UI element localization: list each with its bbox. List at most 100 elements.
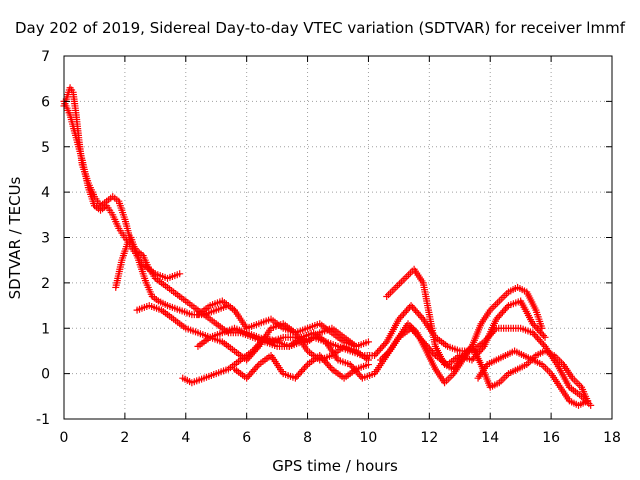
data-point: [302, 362, 310, 370]
data-point: [401, 308, 409, 316]
data-point: [385, 291, 393, 299]
data-point: [403, 273, 411, 281]
data-point: [395, 280, 403, 288]
data-point: [540, 341, 547, 349]
data-point: [317, 353, 325, 361]
data-point: [247, 369, 255, 377]
data-point: [325, 362, 333, 370]
data-point: [574, 380, 582, 388]
data-point: [396, 313, 404, 321]
data-point: [348, 362, 356, 370]
data-point: [357, 372, 365, 380]
data-point: [297, 367, 305, 375]
data-point: [326, 363, 334, 371]
data-point: [532, 332, 540, 340]
data-point: [249, 349, 257, 357]
data-point: [346, 361, 354, 369]
data-point: [501, 305, 509, 313]
data-point: [319, 355, 327, 363]
data-point: [479, 344, 487, 352]
data-point: [374, 348, 382, 356]
y-tick-label: -1: [36, 412, 50, 428]
data-point: [536, 328, 544, 336]
data-point: [498, 308, 506, 316]
data-point: [488, 304, 496, 312]
data-point: [252, 364, 260, 372]
data-point: [253, 344, 261, 352]
data-point: [413, 308, 421, 316]
data-point: [291, 374, 299, 382]
data-point: [540, 332, 547, 340]
x-tick-label: 14: [481, 430, 499, 446]
data-point: [383, 292, 391, 300]
data-point: [316, 351, 324, 359]
data-point: [397, 278, 405, 286]
data-point: [587, 401, 595, 409]
y-tick-label: 1: [41, 321, 50, 337]
data-point: [490, 302, 498, 310]
data-point: [444, 375, 452, 383]
data-point: [405, 271, 413, 279]
data-point: [409, 303, 417, 311]
data-point: [249, 367, 257, 375]
x-axis-label: GPS time / hours: [272, 457, 398, 475]
data-point: [398, 312, 406, 320]
data-point: [529, 329, 537, 337]
data-point: [495, 297, 503, 305]
data-point: [253, 362, 261, 370]
data-point: [364, 338, 372, 346]
y-tick-label: 5: [41, 140, 50, 156]
data-point: [497, 295, 505, 303]
data-point: [545, 368, 553, 376]
data-point: [301, 364, 309, 372]
data-point: [252, 346, 260, 354]
data-point: [530, 321, 538, 329]
data-point: [572, 378, 580, 386]
data-point: [247, 351, 255, 359]
data-point: [244, 354, 252, 362]
data-point: [406, 269, 414, 277]
data-point: [243, 374, 251, 382]
data-point: [364, 361, 372, 369]
data-point: [501, 373, 509, 381]
data-point: [430, 350, 438, 358]
data-point: [250, 348, 258, 356]
data-point: [392, 283, 400, 291]
data-point: [543, 366, 551, 374]
data-point: [499, 375, 507, 383]
data-point: [570, 376, 578, 384]
data-point: [448, 371, 456, 379]
data-point: [246, 371, 254, 379]
x-tick-label: 16: [542, 430, 560, 446]
data-point: [390, 285, 398, 293]
data-point: [244, 372, 252, 380]
y-axis-label: SDTVAR / TECUs: [6, 176, 24, 299]
data-point: [250, 366, 258, 374]
data-point: [399, 310, 407, 318]
x-tick-label: 12: [420, 430, 438, 446]
y-tick-label: 4: [41, 185, 50, 201]
data-point: [375, 346, 383, 354]
x-tick-label: 4: [181, 430, 190, 446]
data-point: [428, 348, 436, 356]
y-tick-label: 2: [41, 276, 50, 292]
data-point: [446, 373, 454, 381]
data-point: [401, 274, 409, 282]
data-point: [410, 305, 418, 313]
data-point: [500, 307, 508, 315]
data-point: [403, 307, 410, 315]
data-point: [477, 346, 485, 354]
data-point: [418, 313, 426, 321]
y-tick-label: 6: [41, 94, 50, 110]
data-point: [492, 301, 500, 309]
x-tick-label: 18: [603, 430, 621, 446]
data-point: [322, 358, 330, 366]
data-point: [293, 372, 301, 380]
data-point: [415, 310, 423, 318]
data-point: [497, 310, 505, 318]
data-point: [503, 303, 511, 311]
data-point: [323, 360, 331, 368]
x-tick-label: 6: [242, 430, 251, 446]
x-tick-label: 0: [60, 430, 69, 446]
data-point: [246, 353, 254, 361]
